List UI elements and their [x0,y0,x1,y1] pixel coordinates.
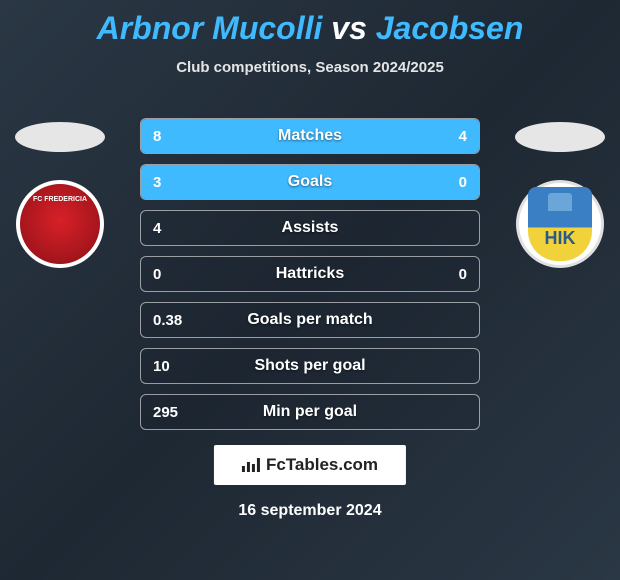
brand-text: FcTables.com [266,455,378,475]
player1-name: Arbnor Mucolli [97,10,323,46]
stat-label: Goals [141,165,479,199]
stat-label: Goals per match [141,303,479,337]
stat-bars-container: 8Matches43Goals04Assists0Hattricks00.38G… [140,118,480,440]
date-text: 16 september 2024 [0,502,620,520]
vs-text: vs [331,10,367,46]
stat-row: 295Min per goal [140,394,480,430]
player2-club-label: HIK [545,228,576,249]
comparison-title: Arbnor Mucolli vs Jacobsen [0,0,620,47]
stat-value-right: 0 [459,165,467,199]
stat-label: Min per goal [141,395,479,429]
stat-row: 0Hattricks0 [140,256,480,292]
stat-row: 4Assists [140,210,480,246]
stat-label: Hattricks [141,257,479,291]
player2-name: Jacobsen [376,10,524,46]
brand-bars-icon [242,458,260,472]
stat-label: Shots per goal [141,349,479,383]
subtitle: Club competitions, Season 2024/2025 [0,59,620,76]
stat-row: 10Shots per goal [140,348,480,384]
player1-avatar-area: FC FREDERICIA [10,122,110,268]
player2-club-shield: HIK [528,187,592,261]
stat-value-right: 4 [459,119,467,153]
player1-club-label: FC FREDERICIA [33,196,87,203]
player1-silhouette [15,122,105,152]
stat-value-right: 0 [459,257,467,291]
player2-silhouette [515,122,605,152]
player1-club-badge: FC FREDERICIA [16,180,104,268]
brand-box: FcTables.com [214,445,406,485]
player2-avatar-area: HIK [510,122,610,268]
stat-label: Assists [141,211,479,245]
stat-row: 0.38Goals per match [140,302,480,338]
player2-club-badge: HIK [516,180,604,268]
stat-row: 8Matches4 [140,118,480,154]
stat-label: Matches [141,119,479,153]
stat-row: 3Goals0 [140,164,480,200]
